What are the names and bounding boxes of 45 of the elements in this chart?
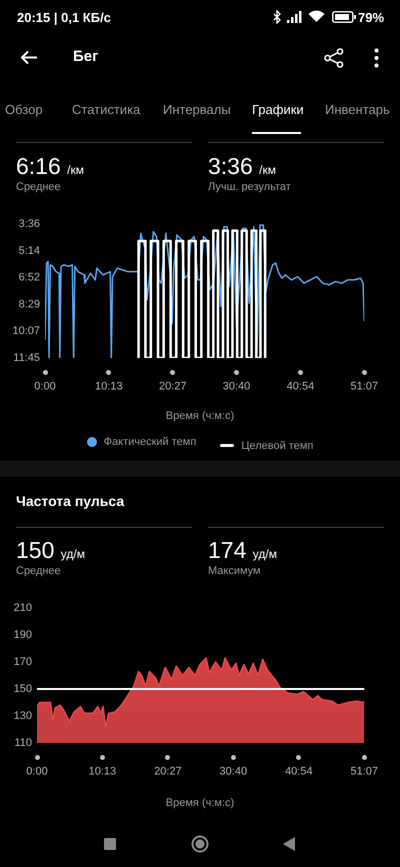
x-tick-label: 30:40 (222, 380, 250, 393)
text: Инвентарь (325, 102, 390, 117)
text: 150 уд/м (16, 537, 85, 564)
legend-label: Целевой темп (241, 440, 314, 452)
text: 174 уд/м (208, 537, 277, 564)
text: 20:15 | 0,1 КБ/с (17, 10, 111, 25)
x-tick-label: 0:00 (34, 380, 56, 393)
x-axis-title: Время (ч:м:с) (164, 410, 236, 422)
text: Среднее (16, 565, 61, 577)
x-tick-label: 51:07 (350, 380, 378, 393)
y-tick-label: 11:45 (13, 352, 40, 364)
y-tick-label: 5:14 (18, 244, 40, 257)
y-tick-label: 10:07 (12, 325, 40, 338)
y-tick-label: 150 (14, 683, 32, 696)
y-tick-label: 190 (14, 629, 32, 642)
y-tick-label: 8:29 (18, 298, 40, 310)
text: Максимум (208, 565, 261, 577)
x-tick-label: 20:27 (158, 380, 186, 393)
text: Среднее (16, 181, 61, 193)
x-tick-label: 51:07 (350, 766, 378, 778)
x-tick-label: 0:00 (26, 766, 48, 778)
text: Интервалы (163, 102, 231, 117)
text: Графики (252, 102, 304, 117)
text: 6:16 /км (16, 153, 84, 180)
text: Бег (73, 48, 98, 65)
text: Обзор (5, 102, 43, 117)
x-tick-label: 30:40 (220, 766, 248, 778)
y-tick-label: 130 (14, 710, 32, 722)
x-axis-title: Время (ч:м:с) (164, 797, 236, 809)
x-tick-label: 10:13 (95, 380, 123, 393)
y-tick-label: 3:36 (18, 218, 40, 230)
x-tick-label: 40:54 (286, 380, 314, 393)
y-tick-label: 110 (14, 737, 32, 750)
text: 79% (358, 10, 384, 25)
text: Лучш. результат (208, 181, 291, 193)
y-tick-label: 6:52 (18, 272, 40, 284)
y-tick-label: 170 (14, 656, 32, 668)
chart-title: Частота пульса (16, 493, 124, 509)
x-tick-label: 10:13 (88, 766, 116, 778)
legend-label: Фактический темп (104, 436, 196, 448)
x-tick-label: 20:27 (154, 766, 182, 778)
x-tick-label: 40:54 (285, 766, 313, 778)
y-tick-label: 210 (14, 602, 32, 614)
text: 3:36 /км (208, 153, 276, 180)
text: Статистика (72, 102, 140, 117)
